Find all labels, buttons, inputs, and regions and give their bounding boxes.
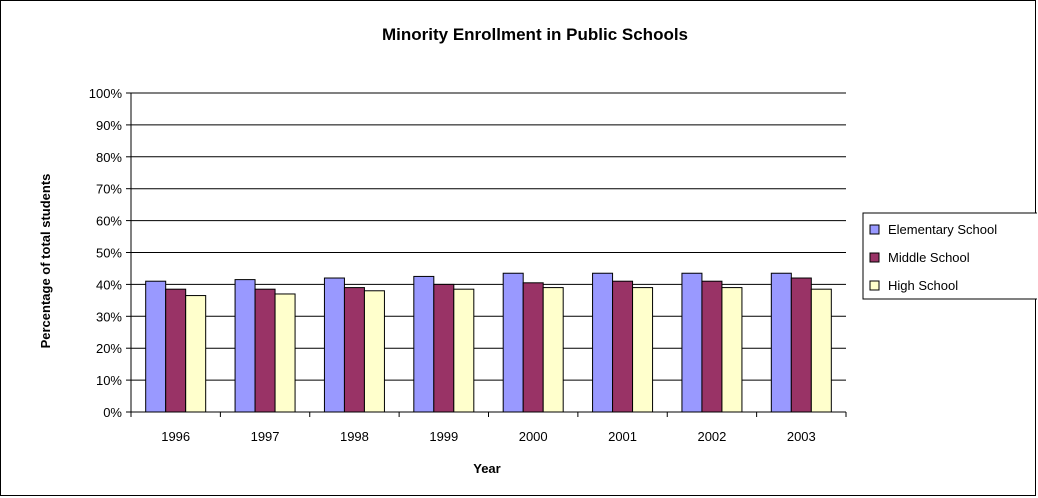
x-tick-label: 2003	[787, 429, 816, 444]
legend-label: High School	[888, 278, 958, 293]
y-tick-label: 70%	[96, 182, 122, 197]
x-tick-label: 1999	[429, 429, 458, 444]
bar	[681, 272, 703, 413]
y-tick-label: 20%	[96, 341, 122, 356]
bar	[323, 277, 345, 413]
bar	[721, 287, 743, 413]
x-axis-title: Year	[473, 461, 500, 476]
legend: Elementary School Middle School High Schoo…	[862, 212, 1037, 300]
bar	[185, 295, 207, 413]
bar	[790, 277, 812, 413]
bar	[234, 279, 256, 413]
legend-box	[862, 212, 1037, 300]
tick-labels: 0% 10% 20% 30% 40% 50% 60% 70% 80% 90% 100% 1996 199…	[89, 86, 816, 444]
bar	[612, 280, 634, 413]
bar	[413, 275, 435, 413]
x-tick-label: 1998	[340, 429, 369, 444]
bar	[343, 287, 365, 413]
axes	[126, 92, 847, 417]
chart-title: Minority Enrollment in Public Schools	[382, 25, 688, 44]
bar	[433, 283, 455, 413]
y-tick-label: 100%	[89, 86, 123, 101]
bar	[274, 293, 296, 413]
bar	[632, 287, 654, 413]
x-tick-label: 2000	[519, 429, 548, 444]
bar	[363, 290, 385, 413]
bar	[701, 280, 723, 413]
y-tick-label: 60%	[96, 214, 122, 229]
y-tick-label: 10%	[96, 373, 122, 388]
y-tick-label: 50%	[96, 246, 122, 261]
bar	[770, 272, 792, 413]
bar	[145, 280, 167, 413]
bar	[810, 288, 832, 413]
x-tick-label: 2002	[697, 429, 726, 444]
bar	[592, 272, 614, 413]
legend-swatch	[869, 280, 880, 291]
legend-label: Elementary School	[888, 222, 997, 237]
x-tick-label: 1996	[161, 429, 190, 444]
y-tick-label: 90%	[96, 118, 122, 133]
bar	[542, 287, 564, 413]
bar	[254, 288, 276, 413]
bar	[453, 288, 475, 413]
y-tick-label: 0%	[103, 405, 122, 420]
bar	[502, 272, 524, 413]
legend-swatch	[869, 252, 880, 263]
legend-label: Middle School	[888, 250, 970, 265]
bar	[165, 288, 187, 413]
x-tick-label: 2001	[608, 429, 637, 444]
legend-swatch	[869, 224, 880, 235]
y-tick-label: 40%	[96, 277, 122, 292]
x-tick-label: 1997	[251, 429, 280, 444]
bars	[145, 272, 832, 413]
y-tick-label: 30%	[96, 309, 122, 324]
bar	[522, 282, 544, 413]
y-tick-label: 80%	[96, 150, 122, 165]
y-axis-title: Percentage of total students	[38, 174, 53, 349]
